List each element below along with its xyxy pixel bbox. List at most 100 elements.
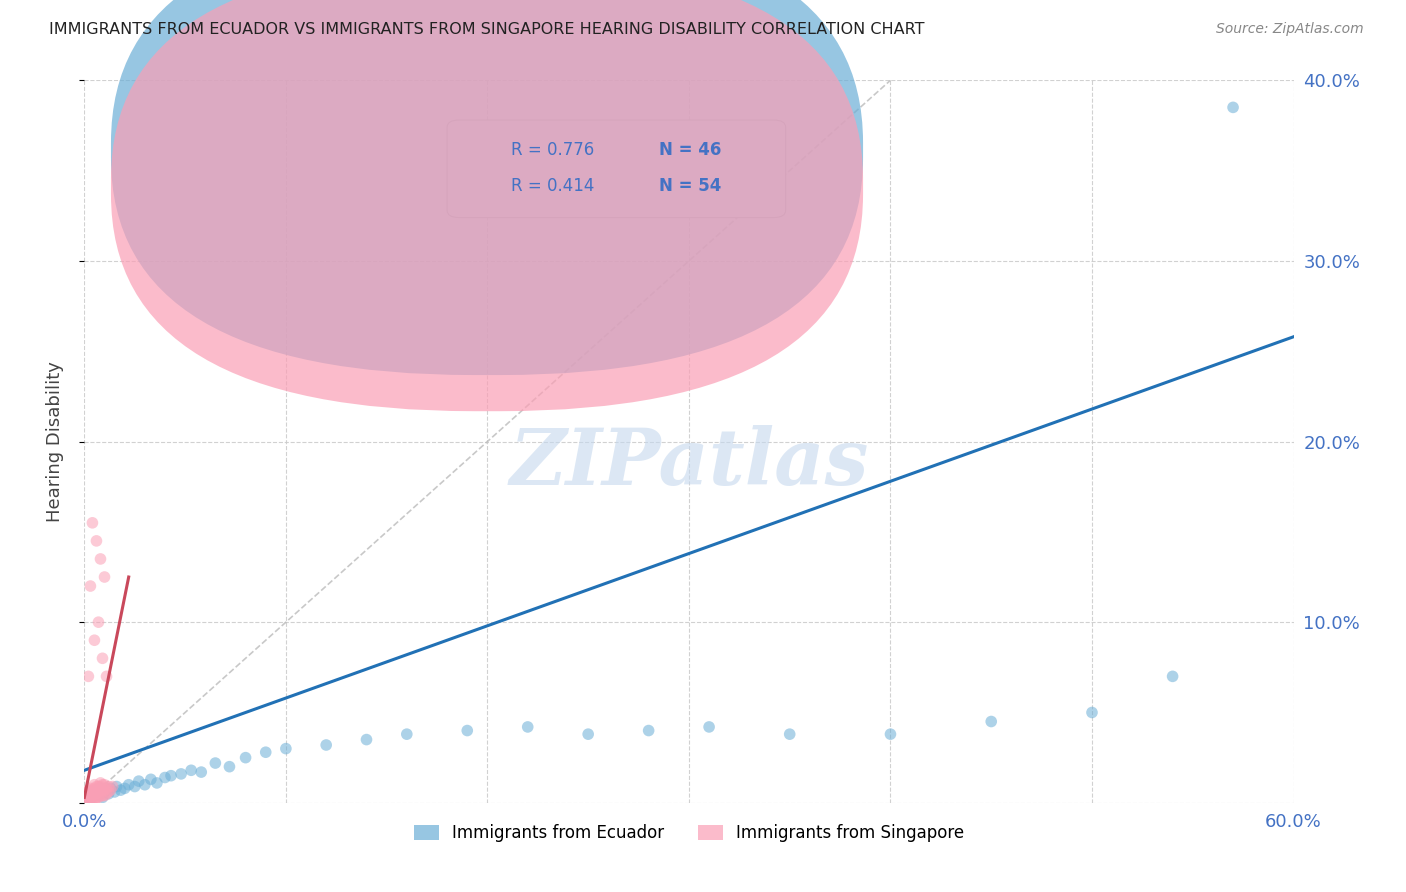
Point <box>87 780 110 794</box>
Point <box>73 790 96 805</box>
Point <box>83 781 105 796</box>
Point <box>516 720 538 734</box>
Point <box>86 780 108 794</box>
Point <box>218 760 240 774</box>
Point <box>79 789 101 803</box>
Point <box>101 780 124 794</box>
Point <box>82 785 104 799</box>
Point <box>91 778 114 792</box>
Point <box>83 794 105 808</box>
Point <box>93 783 115 797</box>
Point <box>79 792 101 806</box>
FancyBboxPatch shape <box>111 0 863 411</box>
Point <box>118 778 141 792</box>
Point <box>100 781 122 796</box>
Point <box>86 783 108 797</box>
Text: N = 54: N = 54 <box>659 178 721 195</box>
Text: IMMIGRANTS FROM ECUADOR VS IMMIGRANTS FROM SINGAPORE HEARING DISABILITY CORRELAT: IMMIGRANTS FROM ECUADOR VS IMMIGRANTS FR… <box>49 22 925 37</box>
Point <box>190 765 212 780</box>
Point <box>124 780 146 794</box>
Point <box>89 781 111 796</box>
Point <box>83 790 105 805</box>
Text: N = 46: N = 46 <box>659 141 721 160</box>
Point <box>89 789 111 803</box>
Point <box>83 789 105 803</box>
Point <box>83 633 105 648</box>
Point <box>114 781 136 796</box>
Point <box>87 785 110 799</box>
Text: Source: ZipAtlas.com: Source: ZipAtlas.com <box>1216 22 1364 37</box>
Point <box>79 579 101 593</box>
Point <box>456 723 478 738</box>
Point <box>77 794 100 808</box>
Point <box>170 767 193 781</box>
Point <box>274 741 297 756</box>
Point <box>87 615 110 630</box>
Point <box>160 769 183 783</box>
Point <box>77 787 100 801</box>
Point <box>315 738 337 752</box>
Point <box>79 785 101 799</box>
Point <box>82 792 104 806</box>
Point <box>980 714 1002 729</box>
Point <box>235 750 257 764</box>
Point <box>91 790 114 805</box>
Point <box>89 783 111 797</box>
Point <box>356 732 378 747</box>
Text: ZIPatlas: ZIPatlas <box>509 425 869 501</box>
Point <box>97 785 120 799</box>
Point <box>75 792 97 806</box>
Point <box>89 776 111 790</box>
Point <box>93 778 115 792</box>
Point <box>87 790 110 805</box>
Point <box>91 783 114 797</box>
Point <box>110 783 132 797</box>
Point <box>93 570 115 584</box>
Point <box>87 787 110 801</box>
Point <box>93 785 115 799</box>
FancyBboxPatch shape <box>111 0 863 375</box>
Point <box>77 669 100 683</box>
Point <box>75 790 97 805</box>
Point <box>75 785 97 799</box>
Point <box>204 756 226 770</box>
Point <box>79 781 101 796</box>
Point <box>86 783 108 797</box>
FancyBboxPatch shape <box>447 120 786 218</box>
Point <box>86 787 108 801</box>
Point <box>73 787 96 801</box>
Text: R = 0.776: R = 0.776 <box>512 141 595 160</box>
Legend: Immigrants from Ecuador, Immigrants from Singapore: Immigrants from Ecuador, Immigrants from… <box>408 817 970 848</box>
Point <box>1161 669 1184 683</box>
Point <box>82 789 104 803</box>
Point <box>86 533 108 548</box>
Point <box>91 789 114 803</box>
Point <box>697 720 720 734</box>
Point <box>576 727 599 741</box>
Y-axis label: Hearing Disability: Hearing Disability <box>45 361 63 522</box>
Point <box>97 780 120 794</box>
Point <box>105 780 128 794</box>
Point <box>104 785 127 799</box>
Text: R = 0.414: R = 0.414 <box>512 178 595 195</box>
Point <box>395 727 418 741</box>
Point <box>1222 100 1244 114</box>
Point <box>96 781 118 796</box>
Point <box>91 651 114 665</box>
Point <box>180 764 202 778</box>
Point <box>75 789 97 803</box>
Point <box>96 669 118 683</box>
Point <box>153 771 176 785</box>
Point <box>77 787 100 801</box>
Point <box>83 778 105 792</box>
Point <box>100 783 122 797</box>
Point <box>86 790 108 805</box>
Point <box>77 790 100 805</box>
Point <box>77 783 100 797</box>
Point <box>146 776 169 790</box>
Point <box>93 789 115 803</box>
Point <box>779 727 801 741</box>
Point <box>82 516 104 530</box>
Point <box>83 785 105 799</box>
Point <box>134 778 156 792</box>
